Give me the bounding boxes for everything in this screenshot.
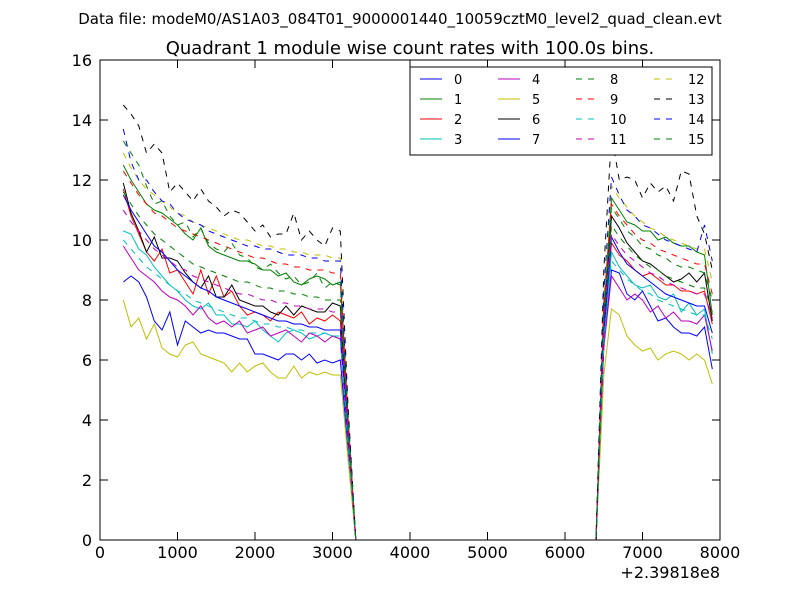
legend-label-2: 2 [454,113,462,128]
series-layer [122,104,713,541]
legend-label-14: 14 [688,113,705,128]
series-line-2 [122,188,713,541]
x-tick-label: 2000 [235,543,276,562]
series-line-1 [122,164,713,541]
plot-frame [99,59,721,541]
series-line-4 [122,245,713,541]
y-tick-label: 16 [72,51,92,70]
y-tick-label: 0 [82,531,92,550]
y-tick-label: 12 [72,171,92,190]
legend-label-5: 5 [532,93,540,108]
y-tick-label: 14 [72,111,92,130]
legend-label-9: 9 [610,93,618,108]
x-tick-label: 1000 [157,543,198,562]
x-tick-label: 8000 [700,543,741,562]
x-axis-ticks: 0 1000 2000 3000 4000 5000 6000 7000 8000 [95,60,740,562]
legend-label-8: 8 [610,73,618,88]
series-line-12 [122,152,713,541]
series-line-15 [122,140,713,541]
chart-title: Quadrant 1 module wise count rates with … [166,38,655,59]
x-tick-label: 4000 [390,543,431,562]
legend-frame [409,66,713,156]
x-tick-label: 5000 [467,543,508,562]
series-line-3 [123,230,713,541]
y-tick-label: 2 [82,471,92,490]
series-line-10 [122,239,713,541]
legend-label-10: 10 [610,113,627,128]
x-tick-label: 3000 [312,543,353,562]
legend-label-13: 13 [688,93,705,108]
y-tick-label: 4 [82,411,92,430]
legend-label-12: 12 [688,73,705,88]
x-tick-label: 7000 [622,543,663,562]
legend-label-0: 0 [454,73,462,88]
x-tick-label: 0 [95,543,105,562]
legend-label-1: 1 [454,93,462,108]
legend-label-11: 11 [610,133,627,148]
legend-label-6: 6 [532,113,540,128]
series-line-5 [122,299,713,541]
x-offset-label: +2.39818e8 [620,563,720,582]
series-line-8 [122,191,713,541]
y-tick-label: 8 [82,291,92,310]
series-line-7 [122,194,713,541]
legend-label-7: 7 [532,133,540,148]
legend-label-4: 4 [532,73,540,88]
x-tick-label: 6000 [545,543,586,562]
series-line-14 [122,128,713,541]
legend-label-3: 3 [454,133,462,148]
series-line-13 [122,104,713,541]
y-tick-label: 6 [82,351,92,370]
legend-label-15: 15 [688,133,705,148]
series-line-0 [122,269,713,541]
y-tick-label: 10 [72,231,92,250]
suptitle: Data file: modeM0/AS1A03_084T01_90000014… [78,10,722,29]
series-line-9 [122,170,713,541]
series-line-11 [122,209,713,541]
